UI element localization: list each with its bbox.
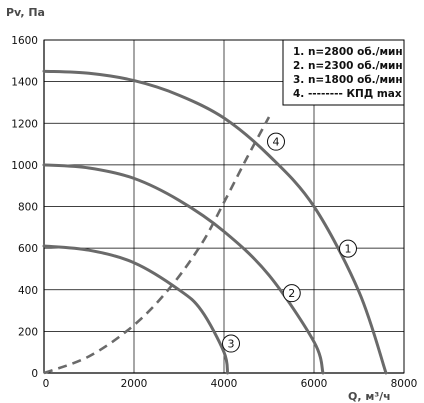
x-tick-label: 0 xyxy=(43,378,50,390)
plot-frame xyxy=(43,39,405,374)
x-tick-labels: 0 2000 4000 6000 8000 xyxy=(43,378,418,390)
legend-box xyxy=(282,39,405,106)
curve-label-circle xyxy=(222,334,240,353)
curve-label-circle xyxy=(282,284,301,303)
y-axis-title: Pv, Па xyxy=(6,6,45,19)
x-tick-label: 2000 xyxy=(121,378,148,390)
curve-label-text: 4 xyxy=(273,136,280,149)
y-tick-label: 1600 xyxy=(11,35,38,47)
legend-entry-2: 2. n=2300 об./мин xyxy=(293,60,403,72)
y-tick-label: 600 xyxy=(18,243,38,255)
series-line-3 xyxy=(42,244,230,375)
curves xyxy=(42,69,388,375)
curve-label-2: 2 xyxy=(282,284,301,303)
y-tick-label: 400 xyxy=(18,285,38,297)
y-tick-label: 1400 xyxy=(11,77,38,89)
series-line-2 xyxy=(42,163,325,375)
x-axis-title: Q, м³/ч xyxy=(348,390,391,403)
legend: 1. n=2800 об./мин 2. n=2300 об./мин 3. n… xyxy=(282,39,405,106)
curve-label-4: 4 xyxy=(267,132,285,151)
curve-label-text: 3 xyxy=(228,338,235,351)
legend-entry-4: 4. -------- КПД max xyxy=(293,88,402,100)
curve-labels: 1 2 3 4 xyxy=(222,132,357,353)
x-tick-label: 4000 xyxy=(211,378,238,390)
series-line-1 xyxy=(42,69,388,375)
curve-label-circle xyxy=(339,239,357,258)
legend-entry-3: 3. n=1800 об./мин xyxy=(293,74,403,86)
legend-entry-1: 1. n=2800 об./мин xyxy=(293,46,403,58)
y-tick-label: 800 xyxy=(18,202,38,214)
x-tick-label: 8000 xyxy=(391,378,418,390)
curve-label-text: 1 xyxy=(345,243,352,256)
curve-label-text: 2 xyxy=(288,287,295,300)
y-tick-label: 1200 xyxy=(11,118,38,130)
y-tick-labels: 0 200 400 600 800 1000 1200 1400 1600 xyxy=(11,35,38,380)
curve-label-1: 1 xyxy=(339,239,357,258)
x-tick-label: 6000 xyxy=(301,378,328,390)
curve-label-3: 3 xyxy=(222,334,240,353)
curve-label-circle xyxy=(267,132,285,151)
y-tick-label: 0 xyxy=(31,368,38,380)
y-tick-label: 1000 xyxy=(11,160,38,172)
y-tick-label: 200 xyxy=(18,326,38,338)
series-line-4 xyxy=(43,116,271,375)
